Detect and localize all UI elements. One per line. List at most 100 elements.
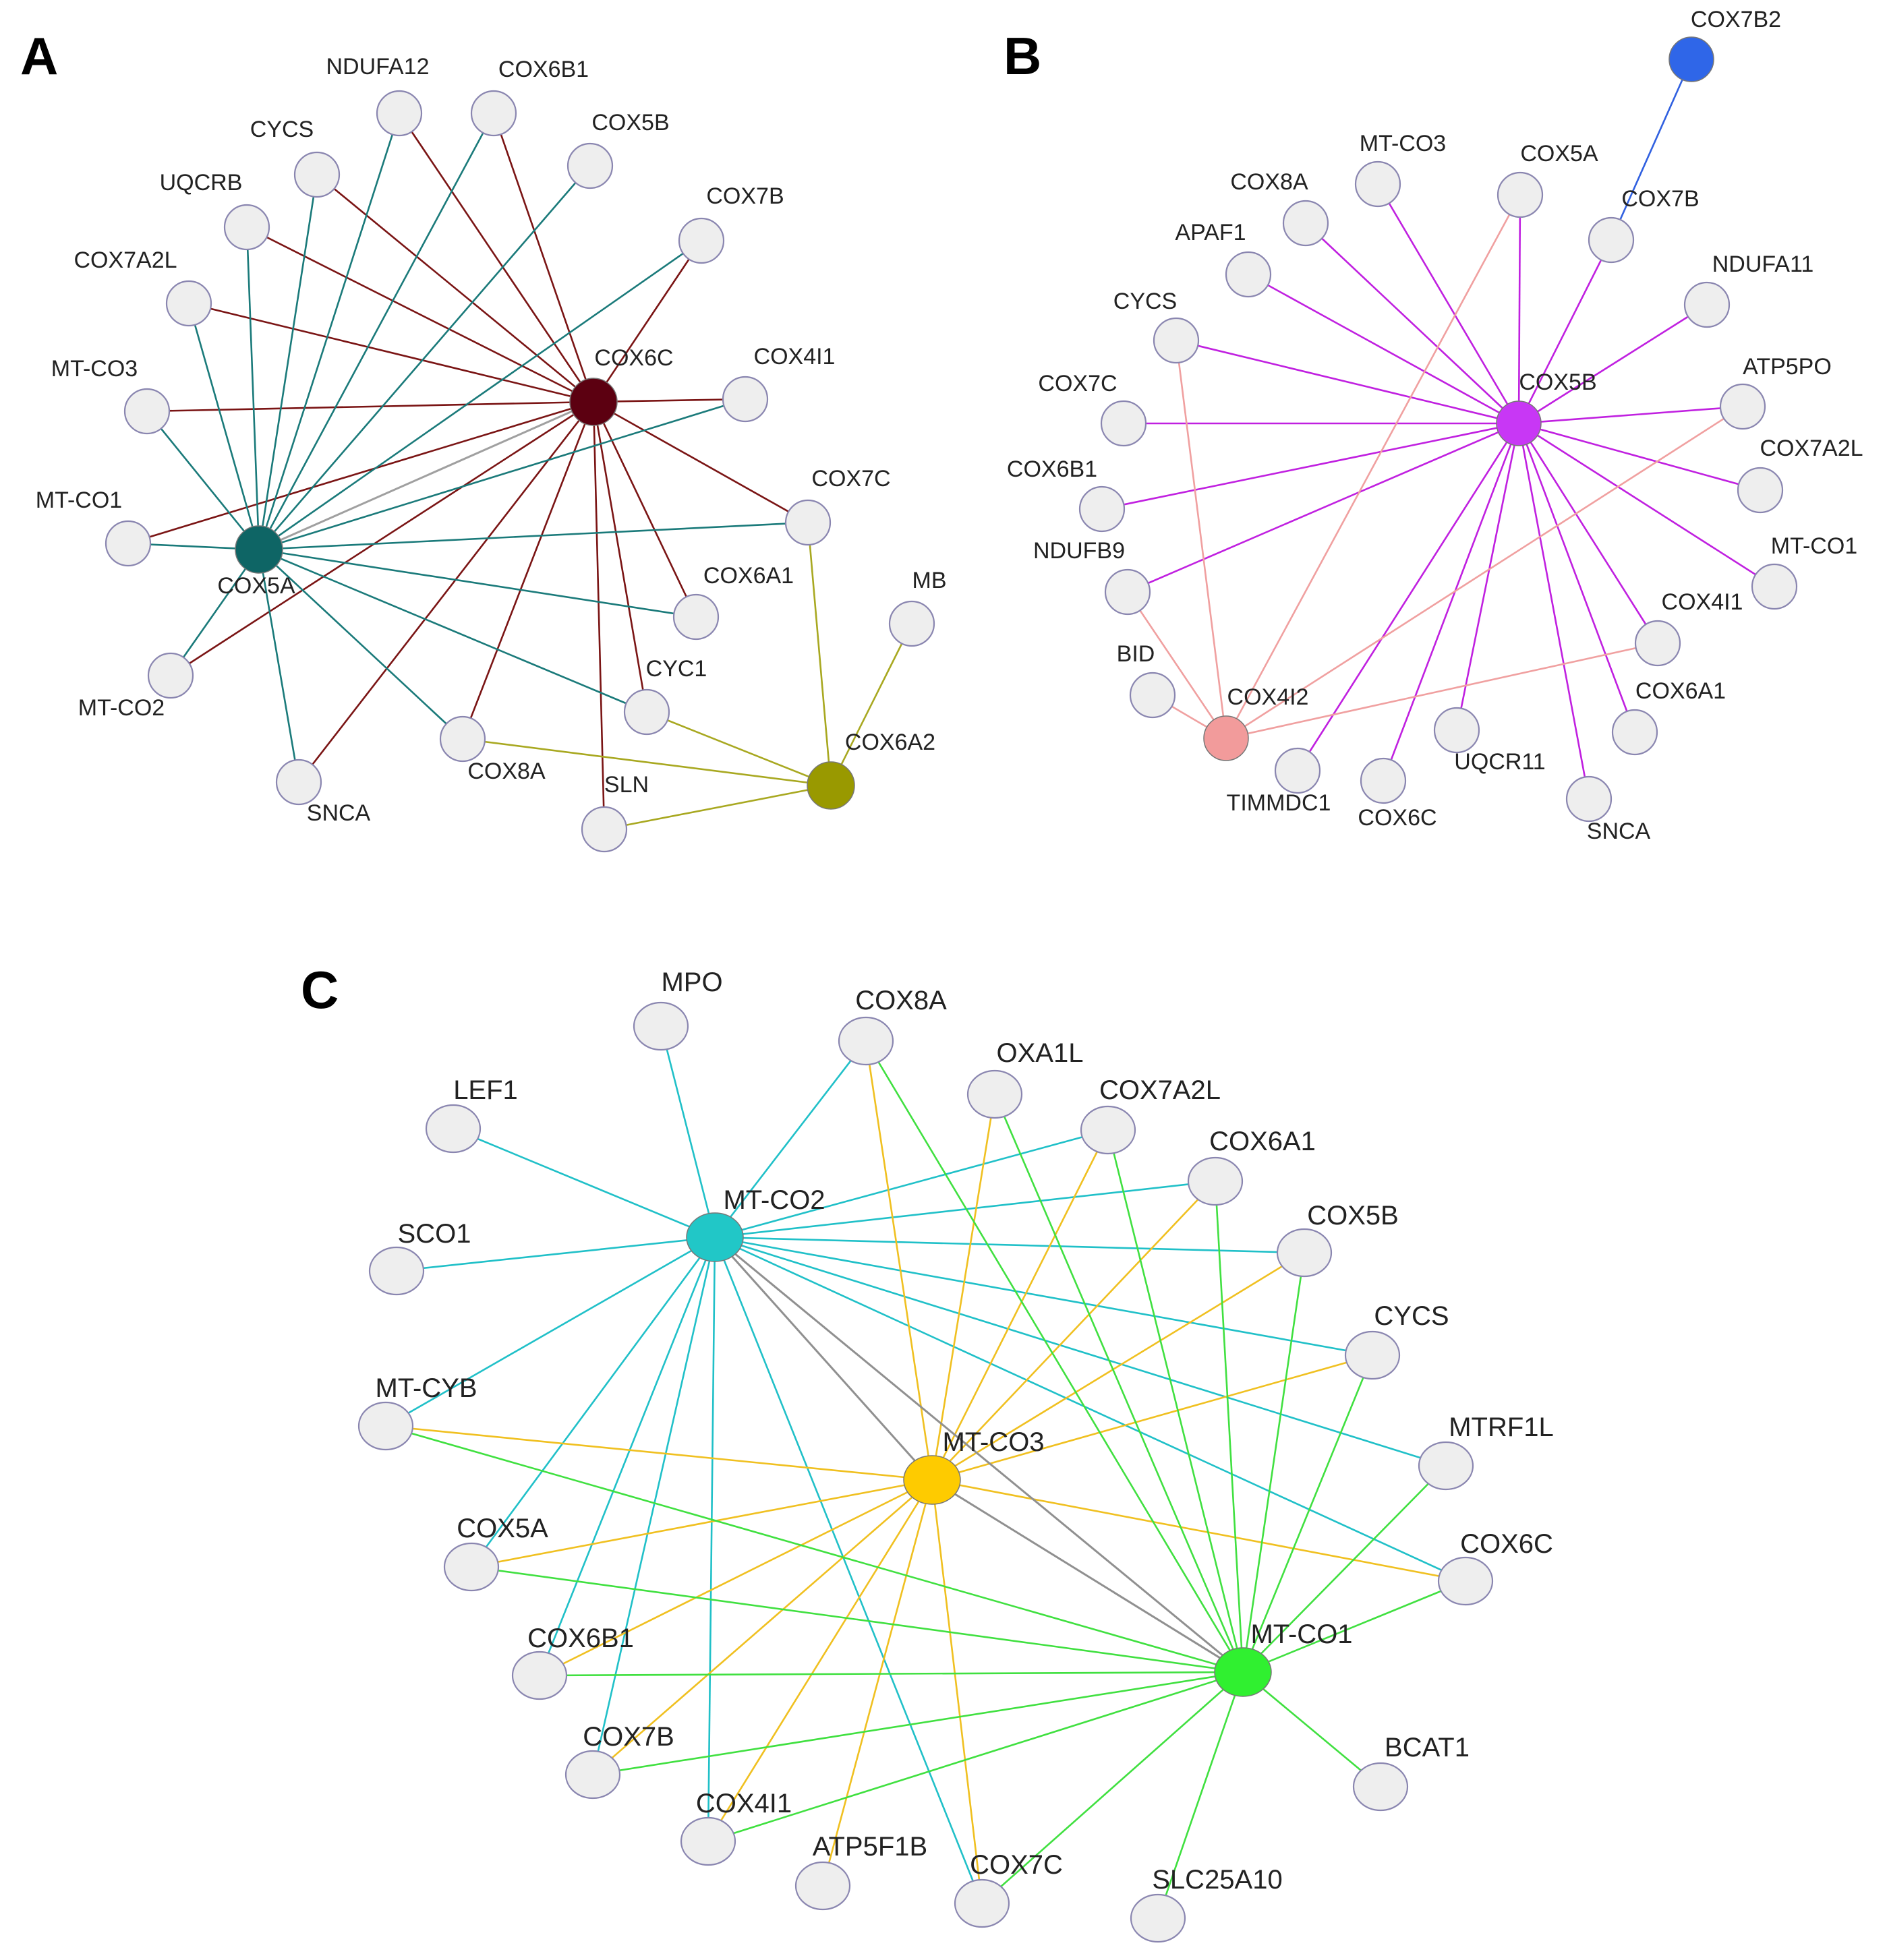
panel-c-letter: C: [301, 960, 339, 1019]
panel-b-edge-cox5b-atp5po: [1518, 405, 1743, 425]
panel-c-node-cox7b: [564, 1750, 621, 1800]
panel-b-hub-label-cox5b: COX5B: [1519, 369, 1596, 395]
panel-b-hub-cox7b2: [1668, 36, 1714, 82]
panel-a-label-cox8a: COX8A: [467, 759, 546, 784]
panel-b-label-mt-co1: MT-CO1: [1771, 533, 1857, 559]
panel-b-edge-cox5b-ndufb9: [1127, 422, 1519, 593]
panel-b-node-mt-co3: [1354, 160, 1401, 208]
panel-a-edge-cox5a-cyc1: [258, 548, 647, 713]
panel-a-label-mt-co1: MT-CO1: [36, 487, 122, 513]
panel-c-edge-mt-co3-oxa1l: [931, 1094, 996, 1481]
panel-c-label-cox6a1: COX6A1: [1209, 1127, 1316, 1156]
panel-a-edge-cox6c-sln: [592, 401, 606, 830]
panel-b-label-cox7b: COX7B: [1621, 186, 1699, 212]
panel-c-edge-mt-co2-cox7a2l: [714, 1129, 1109, 1239]
panel-b-node-apaf1: [1225, 251, 1272, 298]
panel-a-edge-cox5a-mt-co2: [169, 549, 260, 676]
panel-b-label-cox6b1: COX6B1: [1007, 456, 1097, 482]
panel-a-label-cox7b: COX7B: [706, 183, 784, 209]
panel-c-label-mt-cyb: MT-CYB: [375, 1373, 477, 1403]
panel-b-node-cox6a1: [1611, 709, 1658, 756]
panel-a-edge-cox5a-cox5b: [258, 165, 591, 550]
panel-c-edge-mt-co1-cox6b1: [539, 1671, 1244, 1677]
panel-a-edge-cox5a-mt-co3: [146, 411, 260, 550]
panel-c-edge-mt-co1-cox7b: [592, 1671, 1244, 1776]
panel-c-edge-mt-co3-cox7c: [931, 1479, 983, 1904]
panel-b-edge-cox5b-cox7a2l: [1518, 422, 1761, 492]
panel-a-edge-cox5a-cox7c: [258, 521, 809, 551]
panel-a-hub-cox6a2: [807, 761, 855, 810]
panel-c-node-cox6b1: [511, 1651, 568, 1700]
panel-a-label-cox7a2l: COX7A2L: [74, 247, 177, 273]
panel-a-label-cox4i1: COX4I1: [754, 344, 836, 369]
panel-a-hub-label-cox5a: COX5A: [217, 573, 295, 599]
panel-a-edge-cox5a-cox6b1: [258, 113, 495, 550]
panel-a-edge-cox6c-cox8a: [461, 401, 595, 740]
panel-c-node-mtrf1l: [1418, 1441, 1474, 1491]
panel-b-label-atp5po: ATP5PO: [1743, 354, 1832, 380]
panel-b-edge-cox5b-snca: [1517, 423, 1590, 800]
panel-b-node-atp5po: [1719, 383, 1766, 430]
panel-b-label-uqcr11: UQCR11: [1454, 749, 1545, 775]
panel-a-edge-cox5a-uqcrb: [245, 227, 260, 550]
panel-b-hub-label-cox7b2: COX7B2: [1691, 7, 1781, 32]
panel-b-label-timmdc1: TIMMDC1: [1227, 790, 1331, 816]
panel-a-label-mt-co2: MT-CO2: [78, 695, 165, 721]
panel-a-node-cycs: [293, 151, 341, 198]
panel-b-edge-cox5b-mt-co3: [1376, 183, 1520, 424]
panel-a-edge-cox5a-ndufa12: [258, 113, 401, 550]
panel-c-edge-mt-co1-cox5b: [1242, 1252, 1306, 1673]
panel-a-edge-cox6a2-cox8a: [462, 738, 832, 787]
panel-b-edge-cox4i2-cox5a: [1225, 194, 1521, 739]
panel-a-edge-cox5a-snca: [258, 549, 300, 783]
panel-b-node-ndufa11: [1683, 281, 1731, 328]
panel-a-label-cyc1: CYC1: [646, 656, 707, 682]
panel-b-edge-cox5b-timmdc1: [1296, 423, 1520, 771]
panel-a-node-cox6a1: [672, 593, 720, 641]
panel-b-node-cox8a: [1282, 200, 1329, 247]
panel-b-edge-cox4i2-cox4i1: [1225, 642, 1658, 740]
panel-a-node-mt-co3: [123, 388, 171, 435]
panel-c-node-cox4i1: [680, 1816, 736, 1866]
panel-a-edge-cox6c-snca: [297, 401, 595, 783]
panel-a-label-ndufa12: NDUFA12: [326, 54, 429, 80]
panel-c-node-cox6a1: [1187, 1156, 1244, 1206]
panel-c-label-cycs: CYCS: [1374, 1301, 1449, 1331]
panel-c-edge-mt-co2-mt-co3: [714, 1236, 933, 1481]
panel-letters: A B C: [20, 26, 1041, 1019]
panel-a-node-cox8a: [439, 715, 486, 763]
panel-b-edge-cox5b-apaf1: [1248, 273, 1519, 425]
panel-b-label-ndufb9: NDUFB9: [1033, 538, 1125, 564]
panel-b-node-uqcr11: [1433, 707, 1480, 754]
panel-c-label-cox6b1: COX6B1: [527, 1624, 634, 1653]
panel-c-node-cox7c: [954, 1878, 1010, 1928]
panel-c-edge-mt-co2-mtrf1l: [714, 1236, 1447, 1467]
panel-c-edge-mt-co2-mpo: [660, 1026, 716, 1238]
panel-b-label-ndufa11: NDUFA11: [1712, 251, 1814, 277]
labels-layer: NDUFA12 COX6B1 CYCS COX5B UQCRB COX7B COX7A2L C…: [36, 7, 1863, 1895]
panel-a-edge-cox6c-cox6a1: [592, 401, 697, 618]
panel-c-edge-mt-co1-mt-cyb: [385, 1425, 1244, 1673]
panel-c-hub-mt-co1: [1214, 1647, 1272, 1697]
panel-c-edge-mt-co1-mtrf1l: [1242, 1465, 1447, 1673]
panel-c-edge-mt-co2-cox6c: [714, 1236, 1466, 1582]
panel-b-node-cox7c: [1100, 400, 1147, 447]
panel-c-label-cox4i1: COX4I1: [696, 1789, 792, 1818]
panel-c-edge-mt-co1-oxa1l: [993, 1094, 1244, 1673]
panel-c-edge-mt-co2-lef1: [453, 1127, 716, 1239]
panel-b-edge-cox5b-cox5a: [1517, 194, 1521, 424]
panel-c-node-cox8a: [838, 1016, 894, 1066]
panel-c-label-cox6c: COX6C: [1460, 1529, 1553, 1559]
panel-a-edge-cox5a-cycs: [258, 174, 318, 550]
panel-b-node-snca: [1565, 775, 1613, 823]
panel-c-edge-mt-co2-mt-cyb: [385, 1236, 716, 1427]
panel-a-hub-cox5a: [235, 525, 283, 574]
panel-c-label-slc25a10: SLC25A10: [1152, 1865, 1282, 1895]
panel-c-node-oxa1l: [966, 1069, 1023, 1119]
edges-layer: [127, 59, 1775, 1919]
panel-b-edge-cox5b-cox7b: [1517, 239, 1613, 424]
panel-a-node-mt-co2: [147, 652, 194, 699]
panel-c-edge-mt-co2-cox5a: [470, 1237, 716, 1568]
panel-a-edge-cox6c-cox7a2l: [188, 302, 594, 403]
